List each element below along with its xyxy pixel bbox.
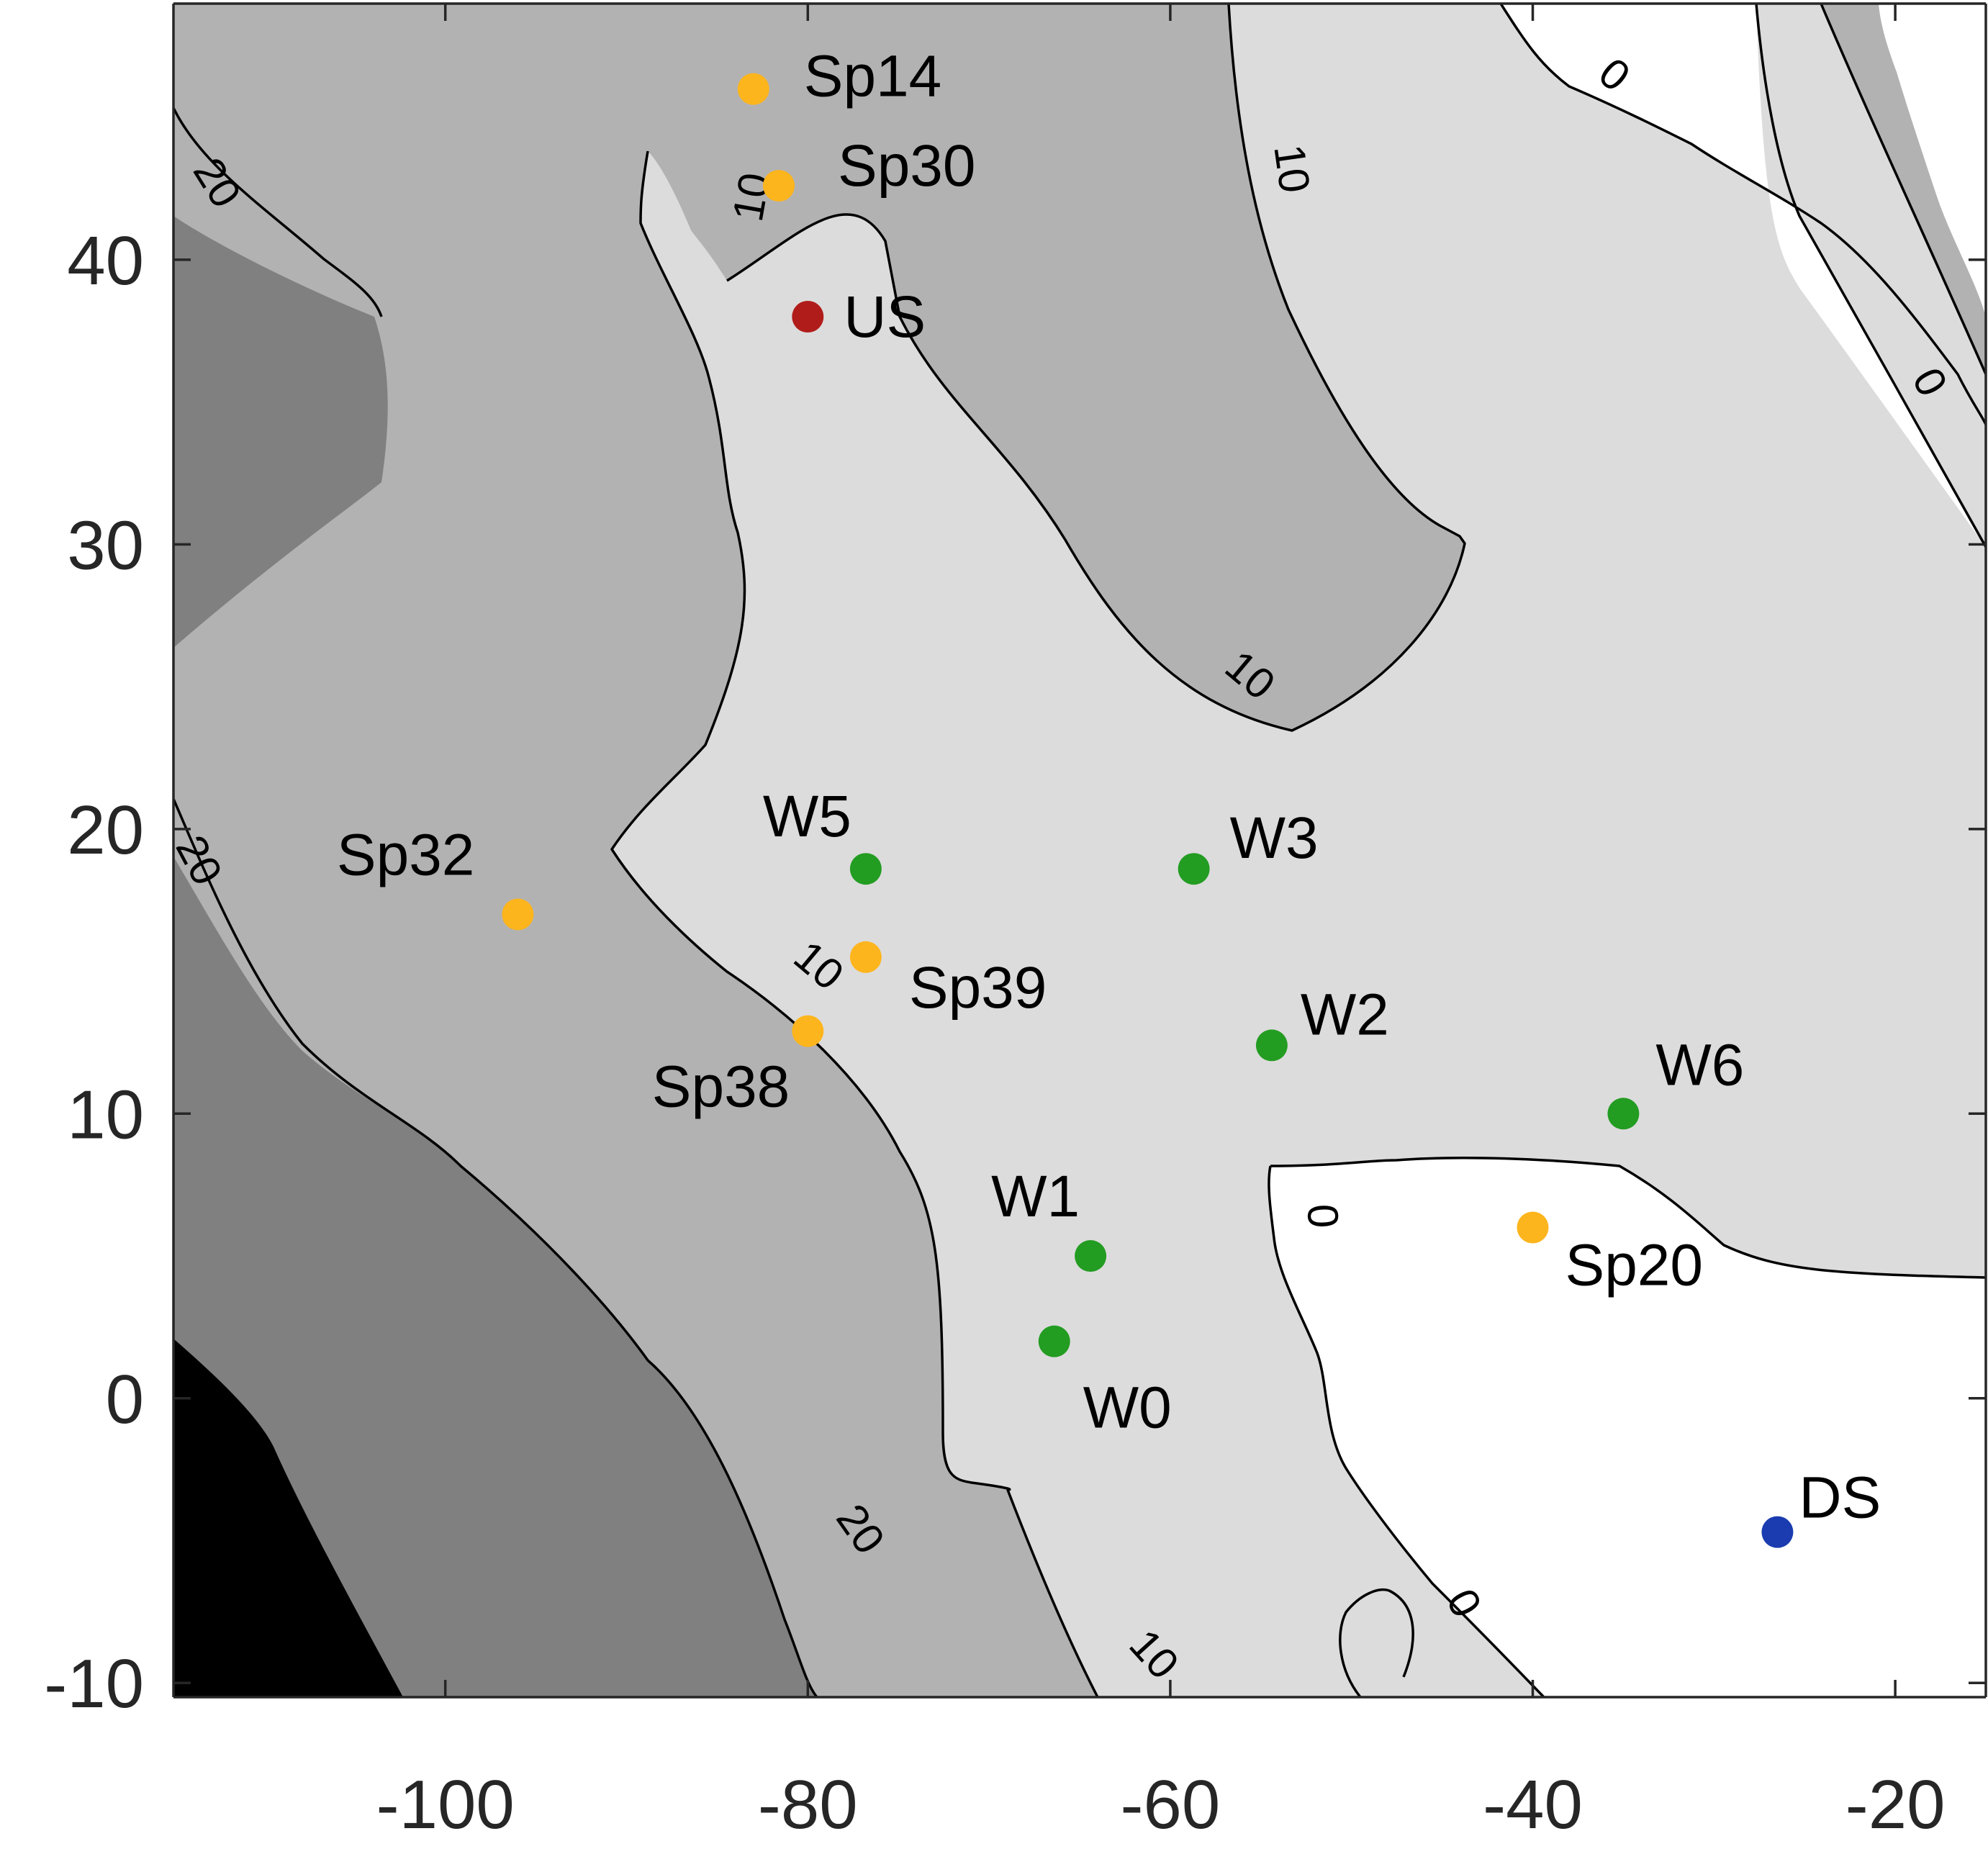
y-tick-label: 0 <box>106 1361 144 1438</box>
contour-line-0-bottom <box>1268 1156 1986 1697</box>
y-ticks: -10 0 10 20 30 40 <box>44 222 1986 1722</box>
contour-line-20-lower <box>173 798 818 1697</box>
contour-line-20-upper <box>173 107 383 317</box>
scatter-points: Sp14 Sp30 US Sp32 W5 Sp39 Sp38 W3 W2 W6 W1 W0 Sp20 DS <box>337 44 1881 1548</box>
point-w1 <box>1075 1240 1107 1272</box>
point-w3 <box>1178 853 1210 885</box>
point-sp20 <box>1517 1211 1549 1244</box>
point-w2 <box>1255 1029 1288 1062</box>
contour-line-10-left <box>610 150 1099 1697</box>
contour-line-0-strip <box>1755 4 1986 548</box>
point-label-us: US <box>844 284 926 350</box>
point-sp14 <box>737 73 769 105</box>
y-tick-label: 40 <box>67 222 144 299</box>
x-tick-label: -80 <box>758 1766 858 1843</box>
point-label-sp39: Sp39 <box>909 955 1047 1021</box>
x-tick-label: -20 <box>1845 1766 1946 1843</box>
x-tick-label: -60 <box>1121 1766 1221 1843</box>
point-w0 <box>1038 1325 1070 1357</box>
point-w5 <box>849 853 882 885</box>
y-tick-label: 30 <box>67 507 144 584</box>
contour-line-0-top <box>1499 4 1986 425</box>
point-label-sp38: Sp38 <box>652 1054 790 1120</box>
point-label-sp30: Sp30 <box>838 133 976 199</box>
contour-label-10: 10 <box>1265 142 1319 196</box>
point-label-sp32: Sp32 <box>337 822 475 887</box>
y-tick-label: 10 <box>67 1076 144 1153</box>
point-label-w5: W5 <box>763 784 851 849</box>
contour-band-below-0-bottom <box>1268 1157 1986 1697</box>
point-sp32 <box>502 898 534 931</box>
point-label-sp14: Sp14 <box>804 44 942 109</box>
point-sp30 <box>763 170 795 202</box>
point-label-w3: W3 <box>1230 805 1319 871</box>
point-us <box>792 301 824 333</box>
contour-band-below-0-top-main <box>1501 4 1986 547</box>
point-sp38 <box>792 1015 824 1047</box>
y-tick-label: -10 <box>44 1645 144 1722</box>
contour-line-0-island <box>1339 1588 1414 1697</box>
x-ticks: -100 -80 -60 -40 -20 <box>376 4 1946 1843</box>
contour-line-strip-edge <box>1820 4 1986 375</box>
point-w6 <box>1607 1098 1640 1130</box>
x-tick-label: -100 <box>376 1766 515 1843</box>
contour-label-0: 0 <box>1298 1203 1347 1229</box>
y-tick-label: 20 <box>67 792 144 869</box>
point-ds <box>1761 1516 1794 1548</box>
point-label-w2: W2 <box>1301 982 1389 1047</box>
contour-band-20-30 <box>173 216 817 1697</box>
contour-band-strip-light <box>1756 4 1986 547</box>
point-label-w1: W1 <box>991 1164 1080 1229</box>
contour-band-30-plus <box>173 1339 403 1697</box>
point-label-sp20: Sp20 <box>1565 1232 1704 1298</box>
contour-band-corner-white <box>1879 4 1986 317</box>
contour-band-below-0-island <box>1339 1589 1414 1697</box>
point-label-w6: W6 <box>1655 1032 1744 1098</box>
point-label-w0: W0 <box>1083 1375 1172 1441</box>
point-label-ds: DS <box>1799 1465 1881 1531</box>
x-tick-label: -40 <box>1483 1766 1583 1843</box>
contour-line-10-right <box>726 4 1466 732</box>
point-sp39 <box>849 941 882 973</box>
